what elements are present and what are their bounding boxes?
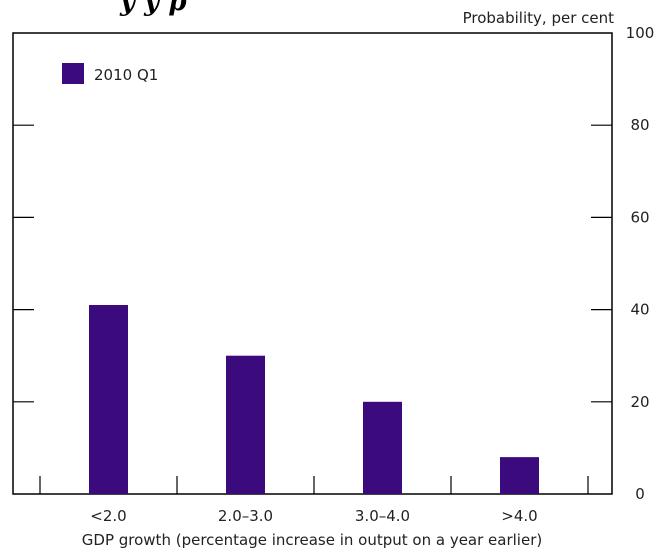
- y-tick-label: 100: [626, 24, 655, 42]
- x-tick-label: >4.0: [501, 507, 537, 525]
- x-axis-label: GDP growth (percentage increase in outpu…: [82, 531, 542, 549]
- bar: [89, 304, 128, 494]
- legend-swatch: [62, 63, 84, 84]
- y-tick-label: 20: [630, 393, 649, 411]
- legend-label: 2010 Q1: [94, 66, 158, 84]
- y-tick-label: 80: [630, 116, 649, 134]
- bars: [89, 304, 539, 494]
- plot-frame: [12, 32, 613, 495]
- x-tick-label: 2.0–3.0: [218, 507, 273, 525]
- bar: [363, 401, 402, 494]
- bar: [226, 355, 265, 494]
- x-axis-ticks: [39, 476, 589, 494]
- bar: [500, 457, 539, 494]
- y-axis-ticks: 0 20 40 60 80 100: [13, 24, 654, 503]
- y-axis-label: Probability, per cent: [463, 9, 614, 27]
- y-tick-label: 40: [630, 301, 649, 319]
- legend: 2010 Q1: [62, 63, 158, 84]
- chart-title-fragment: y y p: [119, 0, 187, 17]
- y-tick-label: 60: [630, 208, 649, 226]
- x-tick-label: <2.0: [90, 507, 126, 525]
- y-tick-label: 0: [635, 485, 645, 503]
- x-tick-labels: <2.0 2.0–3.0 3.0–4.0 >4.0: [90, 507, 537, 525]
- x-tick-label: 3.0–4.0: [355, 507, 410, 525]
